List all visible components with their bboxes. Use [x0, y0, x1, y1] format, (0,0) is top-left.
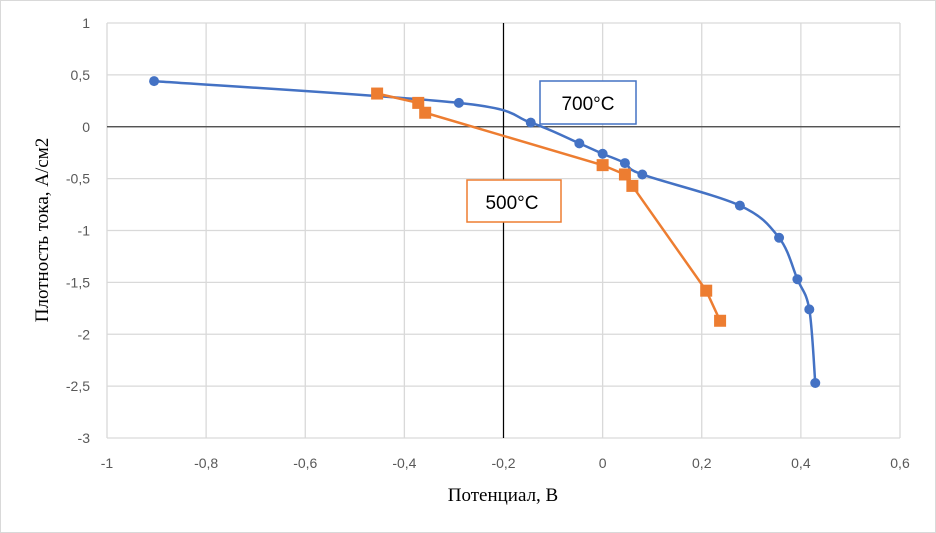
x-tick-label: -1: [101, 455, 114, 471]
x-tick-label: 0: [599, 455, 607, 471]
data-point-square: [412, 96, 425, 109]
data-point-circle: [453, 97, 464, 108]
y-tick-label: -1: [78, 223, 91, 239]
data-point-circle: [619, 158, 630, 169]
y-tick-label: -2,5: [66, 378, 90, 394]
label-700-text: 700°C: [561, 94, 614, 115]
y-tick-label: -0,5: [66, 171, 90, 187]
y-tick-label: 0: [82, 119, 90, 135]
data-point-square: [700, 284, 713, 297]
data-point-square: [626, 179, 639, 192]
data-point-circle: [792, 274, 803, 285]
x-tick-label: -0,8: [194, 455, 218, 471]
x-tick-label: 0,6: [890, 455, 910, 471]
x-tick-label: -0,6: [293, 455, 317, 471]
data-point-square: [714, 314, 727, 327]
x-tick-label: 0,2: [692, 455, 712, 471]
y-tick-label: -1,5: [66, 274, 90, 290]
y-axis-title: Плотность тока, А/см2: [32, 138, 53, 322]
data-point-square: [371, 87, 384, 100]
x-tick-label: -0,4: [392, 455, 416, 471]
data-point-circle: [574, 138, 585, 149]
data-point-circle: [774, 232, 785, 243]
x-tick-label: -0,2: [491, 455, 515, 471]
data-point-circle: [637, 169, 648, 180]
data-point-circle: [525, 117, 536, 128]
label-box-700: [539, 80, 637, 125]
tick-labels: -1 -0,8 -0,6 -0,4 -0,2 0 0,2 0,4 0,610,50-0,5-1-…: [66, 15, 910, 471]
data-point-circle: [149, 76, 160, 87]
y-tick-label: -3: [78, 430, 91, 446]
data-point-square: [618, 168, 631, 181]
series-label-700: 700°C: [539, 80, 637, 125]
data-point-square: [596, 159, 609, 172]
y-tick-label: -2: [78, 326, 91, 342]
x-tick-label: 0,4: [791, 455, 811, 471]
data-point-square: [419, 106, 432, 119]
data-point-circle: [597, 148, 608, 159]
y-tick-label: 0,5: [71, 67, 91, 83]
series-label-500: 500°C: [466, 179, 562, 223]
x-axis-title: Потенциал, В: [448, 485, 558, 506]
label-box-500: [466, 179, 562, 223]
y-tick-label: 1: [82, 15, 90, 31]
data-point-circle: [804, 304, 815, 315]
data-point-circle: [810, 378, 821, 389]
series-layer: [149, 76, 821, 389]
label-500-text: 500°C: [485, 193, 538, 214]
data-point-circle: [734, 200, 745, 211]
